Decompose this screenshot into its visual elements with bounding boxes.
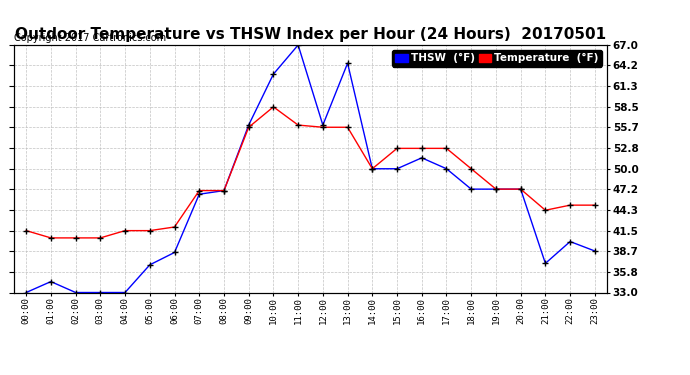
Text: Copyright 2017 Cartronics.com: Copyright 2017 Cartronics.com <box>14 33 166 42</box>
Legend: THSW  (°F), Temperature  (°F): THSW (°F), Temperature (°F) <box>392 50 602 66</box>
Title: Outdoor Temperature vs THSW Index per Hour (24 Hours)  20170501: Outdoor Temperature vs THSW Index per Ho… <box>15 27 606 42</box>
